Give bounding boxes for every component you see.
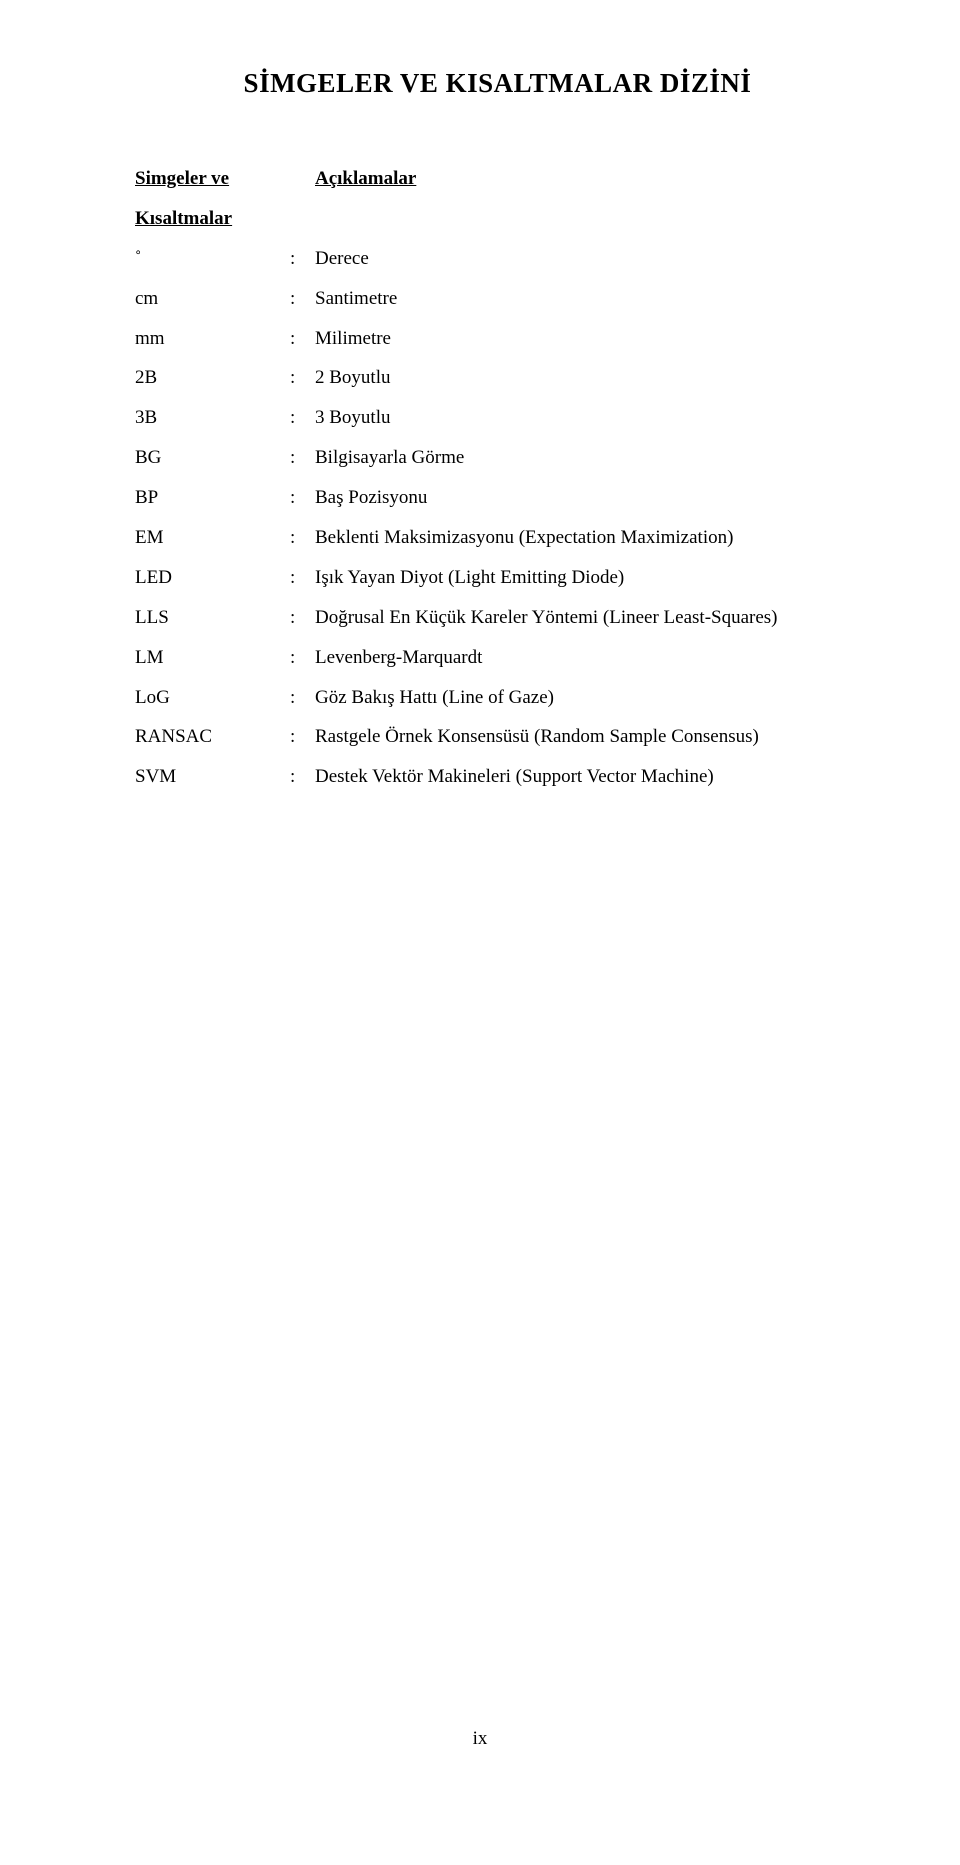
page-number: ix bbox=[0, 1728, 960, 1750]
symbol-cell: RANSAC bbox=[135, 717, 290, 757]
separator-cell: : bbox=[290, 358, 315, 398]
description-column-header: Açıklamalar bbox=[315, 159, 860, 199]
symbol-cell: cm bbox=[135, 279, 290, 319]
separator-cell: : bbox=[290, 518, 315, 558]
separator-cell: : bbox=[290, 678, 315, 718]
symbol-cell: mm bbox=[135, 319, 290, 359]
separator-cell: : bbox=[290, 638, 315, 678]
symbol-cell: EM bbox=[135, 518, 290, 558]
description-cell: Baş Pozisyonu bbox=[315, 478, 860, 518]
description-cell: Destek Vektör Makineleri (Support Vector… bbox=[315, 757, 860, 797]
symbol-cell: 3B bbox=[135, 398, 290, 438]
separator-header-spacer bbox=[290, 199, 315, 239]
separator-cell: : bbox=[290, 757, 315, 797]
description-cell: Rastgele Örnek Konsensüsü (Random Sample… bbox=[315, 717, 860, 757]
separator-cell: : bbox=[290, 239, 315, 279]
description-cell: Göz Bakış Hattı (Line of Gaze) bbox=[315, 678, 860, 718]
separator-cell: : bbox=[290, 558, 315, 598]
separator-cell: : bbox=[290, 598, 315, 638]
separator-header-spacer bbox=[290, 159, 315, 199]
symbol-cell: LoG bbox=[135, 678, 290, 718]
description-cell: 2 Boyutlu bbox=[315, 358, 860, 398]
description-cell: Bilgisayarla Görme bbox=[315, 438, 860, 478]
symbol-cell: 2B bbox=[135, 358, 290, 398]
separator-cell: : bbox=[290, 319, 315, 359]
symbol-cell: LED bbox=[135, 558, 290, 598]
description-cell: Derece bbox=[315, 239, 860, 279]
symbol-cell: BP bbox=[135, 478, 290, 518]
description-cell: 3 Boyutlu bbox=[315, 398, 860, 438]
symbol-column: Simgeler ve Kısaltmalar ˚ cm mm 2B 3B BG… bbox=[135, 159, 290, 797]
description-column: Açıklamalar Derece Santimetre Milimetre … bbox=[315, 159, 860, 797]
separator-column: : : : : : : : : : : : : : : bbox=[290, 159, 315, 797]
page-title: SİMGELER VE KISALTMALAR DİZİNİ bbox=[135, 68, 860, 99]
page: SİMGELER VE KISALTMALAR DİZİNİ Simgeler … bbox=[0, 0, 960, 1865]
description-cell: Levenberg-Marquardt bbox=[315, 638, 860, 678]
separator-cell: : bbox=[290, 398, 315, 438]
symbol-cell: SVM bbox=[135, 757, 290, 797]
description-cell: Beklenti Maksimizasyonu (Expectation Max… bbox=[315, 518, 860, 558]
description-cell: Işık Yayan Diyot (Light Emitting Diode) bbox=[315, 558, 860, 598]
separator-cell: : bbox=[290, 279, 315, 319]
symbol-cell: BG bbox=[135, 438, 290, 478]
description-header-spacer bbox=[315, 199, 860, 239]
symbol-cell: LLS bbox=[135, 598, 290, 638]
separator-cell: : bbox=[290, 717, 315, 757]
definition-columns: Simgeler ve Kısaltmalar ˚ cm mm 2B 3B BG… bbox=[135, 159, 860, 797]
symbol-column-header-line1: Simgeler ve bbox=[135, 159, 290, 199]
separator-cell: : bbox=[290, 478, 315, 518]
description-cell: Doğrusal En Küçük Kareler Yöntemi (Linee… bbox=[315, 598, 860, 638]
symbol-cell: ˚ bbox=[135, 239, 290, 279]
separator-cell: : bbox=[290, 438, 315, 478]
symbol-cell: LM bbox=[135, 638, 290, 678]
description-cell: Santimetre bbox=[315, 279, 860, 319]
description-cell: Milimetre bbox=[315, 319, 860, 359]
symbol-column-header-line2: Kısaltmalar bbox=[135, 199, 290, 239]
